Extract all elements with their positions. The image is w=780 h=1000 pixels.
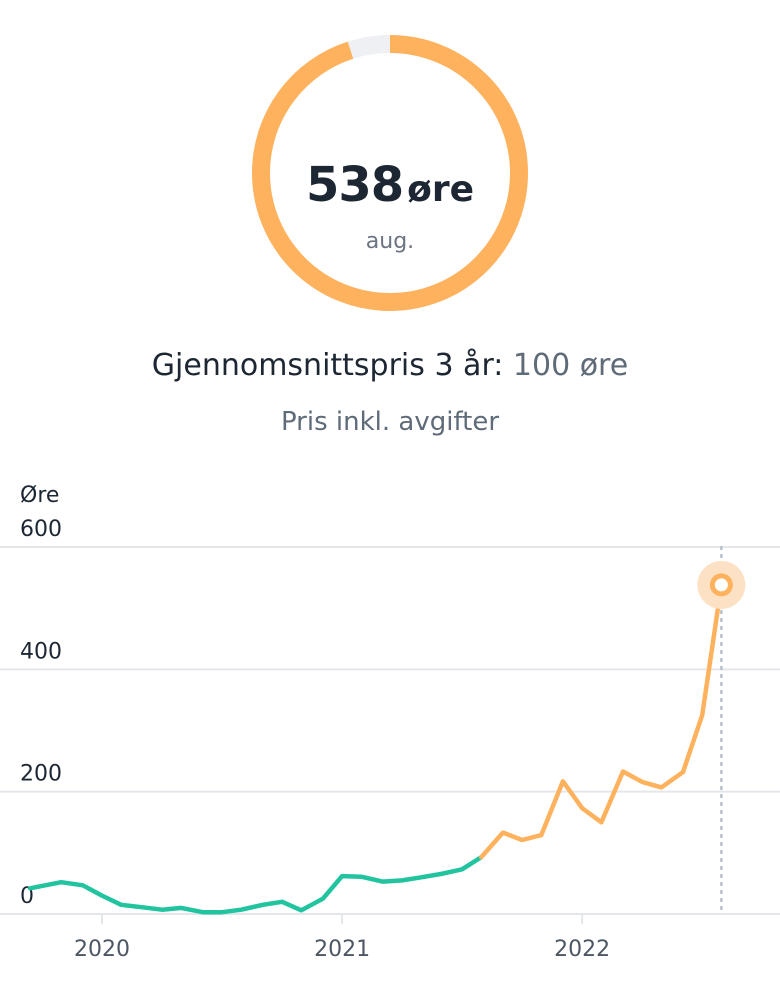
- average-price-value: 100 øre: [512, 348, 629, 383]
- price-series: [27, 582, 724, 915]
- average-price: Gjennomsnittspris 3 år: 100 øre: [0, 348, 780, 383]
- y-tick-label: 600: [20, 517, 62, 542]
- average-price-label: Gjennomsnittspris 3 år:: [151, 348, 504, 383]
- price-note: Pris inkl. avgifter: [280, 407, 500, 437]
- y-tick-label: 200: [20, 762, 62, 787]
- ring-fill: [252, 35, 528, 311]
- x-tick-label: 2021: [314, 937, 370, 962]
- series-line-past: [27, 854, 484, 915]
- current-price-unit: øre: [407, 169, 475, 210]
- y-axis-label: Øre: [20, 483, 59, 508]
- x-tick-label: 2022: [554, 937, 610, 962]
- x-tick-label: 2020: [74, 937, 130, 962]
- current-price-value: 538: [305, 157, 404, 213]
- highlight-point: [697, 560, 746, 609]
- series-line-recent: [479, 582, 724, 860]
- price-ring: 538 øre aug.: [250, 33, 530, 313]
- y-tick-label: 400: [20, 639, 62, 664]
- chart-grid: [0, 546, 780, 915]
- ring-gauge: [252, 35, 528, 311]
- x-axis-ticks: 2020 2021 2022: [74, 914, 610, 962]
- current-price: 538 øre: [250, 157, 530, 213]
- current-period: aug.: [365, 229, 415, 254]
- highlight-marker[interactable]: [709, 573, 733, 597]
